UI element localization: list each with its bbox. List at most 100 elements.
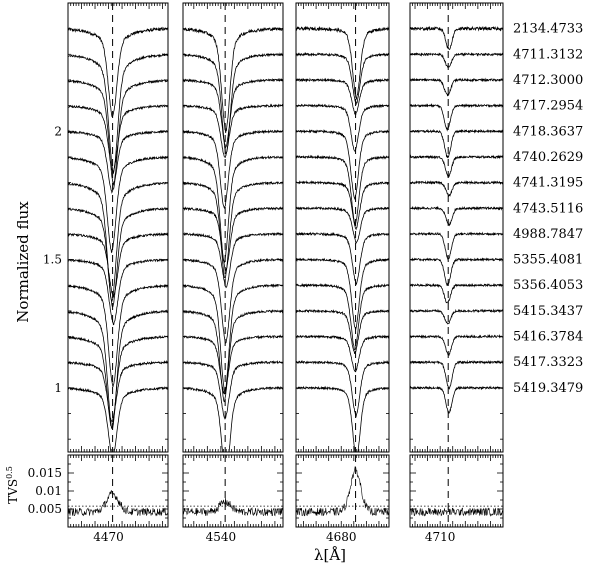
spectrum-trace [67,52,169,175]
spectrum-trace [409,154,504,179]
y-axis-label: Normalized flux [14,201,32,323]
spectrum-trace [182,206,284,272]
epoch-label: 4718.3637 [513,124,583,139]
panels-group: 4470 4540 4680 4710 1 1.5 2 0.005 0.01 0.015 [28,2,504,544]
tvs-frame [67,454,169,528]
spectrum-trace [409,51,504,69]
tvs-axis-label: TVS0.5 [5,466,20,504]
epoch-label: 5419.3479 [513,381,583,396]
spectrum-trace [295,129,390,201]
tvs-trace [182,497,284,517]
spectrum-trace [68,104,169,173]
spectrum-trace [67,232,169,298]
tvs-frame [295,454,390,528]
panel-frame [67,2,169,453]
spectrum-trace [409,282,504,305]
spectrum-trace [295,52,390,105]
y-tick-label: 1 [54,381,62,395]
tvs-tick-label: 0.005 [28,502,62,516]
epoch-label: 4712.3000 [513,73,583,88]
epoch-label: 4717.2954 [513,99,583,114]
spectrum-trace [67,309,169,430]
spectrum-trace [67,155,169,254]
spectrum-trace [67,258,169,326]
spectrum-trace [182,334,284,395]
tvs-tick-label: 0.015 [28,466,62,480]
panel-1: 4470 [67,2,169,544]
spectrum-trace [295,359,390,418]
spectrum-trace [295,385,390,453]
spectrum-trace [295,282,390,351]
epoch-label: 4743.5116 [513,201,583,216]
y-tick-label: 2 [54,124,62,138]
spectrum-trace [67,26,169,118]
spectrum-trace [409,77,504,97]
spectrum-trace [67,283,169,387]
spectrum-trace [182,129,284,210]
panel-frame [182,2,284,453]
y-tick-label: 1.5 [43,253,62,267]
spectrum-trace [182,231,284,289]
epoch-label: 5417.3323 [513,355,583,370]
spectrum-trace [67,129,169,194]
epoch-label: 4711.3132 [513,47,583,62]
tvs-trace [67,489,169,517]
tvs-panel-4 [409,505,504,517]
spectrum-trace [295,334,390,373]
spectrum-trace [409,180,504,198]
tvs-panel-2 [182,497,284,517]
spectrum-trace [67,359,169,423]
spectrum-trace [67,335,169,428]
spectrum-trace [182,155,284,264]
epoch-label: 4741.3195 [513,176,583,191]
spectrum-trace [409,128,504,159]
spectrum-trace [409,205,504,227]
spectrum-trace [295,206,390,244]
x-tick-label: 4710 [425,530,456,544]
spectrum-trace [182,309,284,403]
spectrum-trace [409,385,504,414]
epoch-labels: 2134.4733 4711.3132 4712.3000 4717.2954 4718… [513,22,583,396]
spectrum-trace [182,27,284,134]
spectrum-trace [182,180,284,280]
spectrum-trace [182,360,284,420]
x-axis-label: λ[Å] [314,546,346,564]
epoch-label: 4740.2629 [513,150,583,165]
spectrum-trace [67,386,169,453]
spectrum-trace [67,206,169,308]
panel-3: 4680 [295,2,390,544]
spectrum-trace [409,231,504,261]
tvs-trace [295,466,390,517]
tvs-trace [409,507,504,517]
x-tick-label: 4680 [326,530,357,544]
epoch-label: 4988.7847 [513,227,583,242]
spectrum-trace [182,257,284,344]
x-tick-label: 4540 [206,530,237,544]
spectrum-trace [182,283,284,393]
tvs-panel-3 [295,466,390,517]
epoch-label: 2134.4733 [513,22,583,37]
spectrum-trace [295,231,390,286]
spectrum-trace [295,180,390,231]
spectrum-trace [182,77,284,149]
epoch-label: 5355.4081 [513,253,583,268]
spectrum-trace [409,257,504,287]
spectrum-trace [295,154,390,225]
spectrum-trace [295,309,390,355]
spectrum-trace [409,103,504,132]
panel-frame [295,2,390,453]
panel-2: 4540 [182,2,284,544]
spectrum-trace [409,25,504,50]
spectrum-trace [295,25,390,100]
epoch-label: 5415.3437 [513,304,583,319]
spectrum-trace [409,308,504,325]
panel-frame [409,2,504,453]
spectrum-trace [409,359,504,390]
tvs-panel-1 [67,489,169,517]
spectrum-trace [295,257,390,331]
spectrum-trace [182,52,284,156]
spectrum-trace [295,103,390,153]
epoch-label: 5356.4053 [513,278,583,293]
epoch-label: 5416.3784 [513,330,583,345]
